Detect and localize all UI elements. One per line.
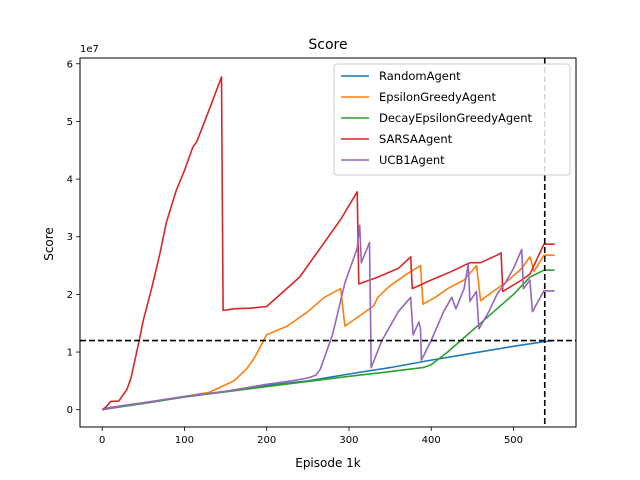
y-tick-label: 2 (67, 290, 73, 301)
series-layer (101, 76, 555, 411)
legend-entry-label: DecayEpsilonGreedyAgent (379, 111, 533, 125)
y-tick-label: 0 (67, 405, 73, 416)
x-axis-ticks: 0 100 200 300 400 500 (99, 427, 523, 446)
y-axis-label: Score (42, 227, 56, 261)
y-axis-offset-label: 1e7 (80, 44, 99, 55)
legend-entry-label: RandomAgent (379, 69, 461, 83)
plot-area-frame (79, 57, 577, 428)
x-tick-label: 200 (257, 435, 276, 446)
series-line-epsilon-greedy-agent (102, 254, 555, 411)
x-tick-label: 400 (422, 435, 441, 446)
y-tick-label: 1 (67, 348, 73, 359)
reference-lines (80, 58, 576, 427)
x-tick-label: 300 (339, 435, 358, 446)
y-tick-label: 6 (67, 59, 73, 70)
series-line-ucb1agent (102, 224, 555, 411)
x-tick-label: 500 (504, 435, 523, 446)
chart-title: Score (308, 37, 347, 53)
y-tick-label: 4 (67, 175, 73, 186)
y-axis-ticks: 0 1 2 3 4 5 6 (67, 59, 80, 416)
series-line-sarsaagent (101, 76, 555, 411)
legend: RandomAgent EpsilonGreedyAgent DecayEpsilo… (333, 63, 571, 176)
legend-entry-label: EpsilonGreedyAgent (379, 90, 496, 104)
x-tick-label: 0 (99, 435, 105, 446)
x-tick-label: 100 (175, 435, 194, 446)
legend-frame (333, 63, 571, 176)
x-axis-label: Episode 1k (295, 456, 361, 470)
y-tick-label: 5 (67, 117, 73, 128)
legend-entry-label: UCB1Agent (379, 153, 445, 167)
y-tick-label: 3 (67, 232, 73, 243)
legend-entry-label: SARSAAgent (379, 132, 453, 146)
